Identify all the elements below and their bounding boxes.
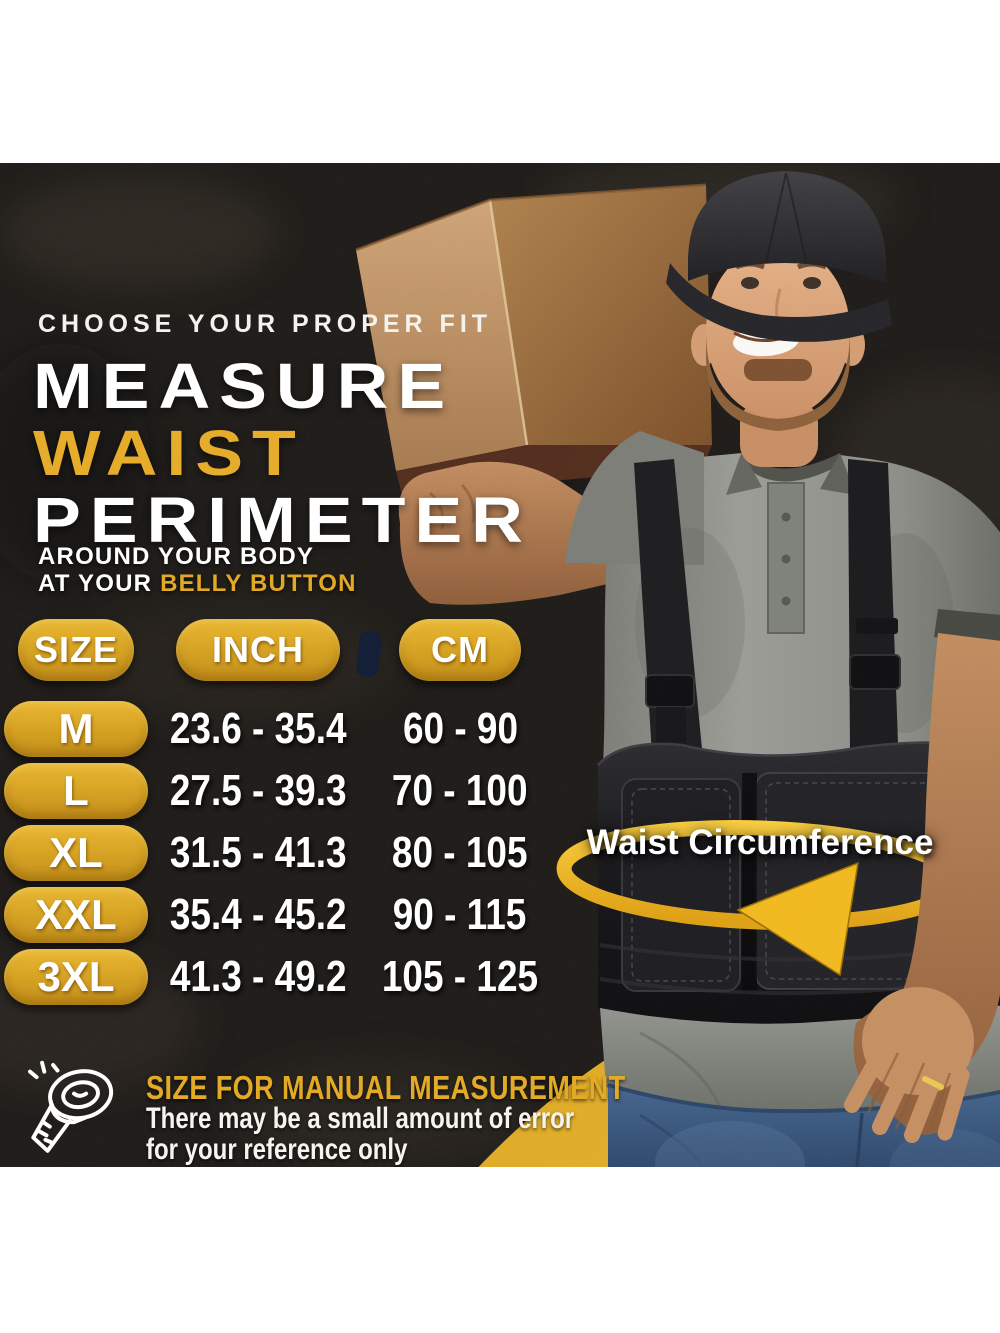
header-pill-inch: INCH bbox=[176, 619, 340, 681]
size-table: SIZE INCH CM M 23.6 - 35.4 60 - 90 L 27.… bbox=[0, 619, 600, 1008]
table-row: XXL 35.4 - 45.2 90 - 115 bbox=[0, 884, 600, 946]
cm-range-value: 90 - 115 bbox=[393, 890, 527, 939]
size-pill: XXL bbox=[4, 887, 148, 943]
headline-measure: MEASURE bbox=[33, 350, 455, 422]
cm-range-value: 80 - 105 bbox=[392, 828, 528, 877]
size-table-header-row: SIZE INCH CM bbox=[0, 619, 600, 681]
worker-photo-illustration bbox=[0, 163, 1000, 1167]
footer-note-line1: There may be a small amount of error bbox=[146, 1102, 575, 1135]
inch-range-value: 35.4 - 45.2 bbox=[169, 890, 347, 939]
subheading-line1: AROUND YOUR BODY bbox=[38, 543, 315, 570]
size-pill: M bbox=[4, 701, 148, 757]
cm-range-value: 70 - 100 bbox=[392, 766, 528, 815]
footer-note: There may be a small amount of error for… bbox=[146, 1103, 574, 1165]
header-pill-cm: CM bbox=[399, 619, 521, 681]
table-row: 3XL 41.3 - 49.2 105 - 125 bbox=[0, 946, 600, 1008]
headline-perimeter: PERIMETER bbox=[33, 484, 532, 556]
inch-range-value: 31.5 - 41.3 bbox=[169, 828, 347, 877]
subheading-highlight: BELLY BUTTON bbox=[160, 570, 357, 597]
footer-note-line2: for your reference only bbox=[146, 1133, 408, 1166]
cm-range-value: 60 - 90 bbox=[402, 704, 518, 753]
inch-range-value: 41.3 - 49.2 bbox=[169, 952, 347, 1001]
cm-range-value: 105 - 125 bbox=[381, 952, 539, 1001]
tape-measure-icon bbox=[28, 1060, 114, 1153]
inch-range-value: 27.5 - 39.3 bbox=[169, 766, 347, 815]
table-row: M 23.6 - 35.4 60 - 90 bbox=[0, 698, 600, 760]
poster-background: CHOOSE YOUR PROPER FIT MEASURE WAIST PER… bbox=[0, 163, 1000, 1167]
table-row: XL 31.5 - 41.3 80 - 105 bbox=[0, 822, 600, 884]
waist-circumference-label: Waist Circumference bbox=[586, 823, 934, 862]
size-pill: XL bbox=[4, 825, 148, 881]
eyebrow-text: CHOOSE YOUR PROPER FIT bbox=[38, 310, 493, 338]
inch-range-value: 23.6 - 35.4 bbox=[169, 704, 347, 753]
size-pill: 3XL bbox=[4, 949, 148, 1005]
footer-title: SIZE FOR MANUAL MEASUREMENT bbox=[146, 1069, 626, 1106]
header-pill-size: SIZE bbox=[18, 619, 134, 681]
table-row: L 27.5 - 39.3 70 - 100 bbox=[0, 760, 600, 822]
subheading-line2: AT YOUR BELLY BUTTON bbox=[38, 570, 357, 598]
size-table-body: M 23.6 - 35.4 60 - 90 L 27.5 - 39.3 70 -… bbox=[0, 698, 600, 1008]
subheading-prefix: AT YOUR bbox=[38, 570, 161, 597]
size-pill: L bbox=[4, 763, 148, 819]
headline-waist: WAIST bbox=[33, 417, 305, 489]
